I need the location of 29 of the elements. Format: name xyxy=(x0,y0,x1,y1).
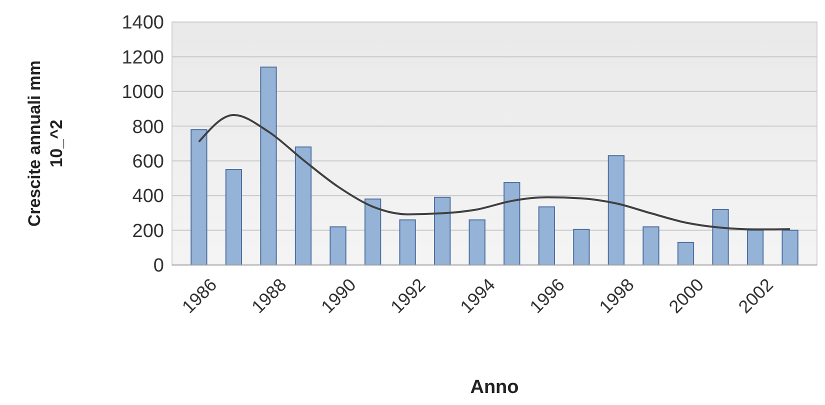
y-tick-label: 800 xyxy=(132,116,164,138)
bar xyxy=(642,226,660,266)
y-tick-label: 200 xyxy=(132,220,164,242)
bar xyxy=(712,208,729,266)
bar xyxy=(573,228,590,266)
bar xyxy=(782,230,798,266)
y-tick-label: 600 xyxy=(132,152,164,173)
x-axis-title: Anno xyxy=(470,377,519,398)
bar xyxy=(538,206,555,266)
bar xyxy=(468,219,486,266)
bar xyxy=(746,230,764,266)
bar xyxy=(294,146,312,266)
bar xyxy=(364,198,382,266)
y-tick-label: 1200 xyxy=(122,47,164,68)
bar xyxy=(677,242,694,266)
y-tick-label: 1000 xyxy=(122,82,164,104)
y-tick-label: 0 xyxy=(153,256,164,277)
y-axis-title: Crescite annuali mm 10_^2 xyxy=(25,60,66,227)
line-series xyxy=(198,114,792,230)
y-tick-label: 1400 xyxy=(122,12,164,34)
bar xyxy=(504,182,520,266)
bar xyxy=(190,129,208,266)
bar xyxy=(225,169,242,266)
y-tick-label: 400 xyxy=(132,186,164,208)
bar xyxy=(330,226,346,266)
bar xyxy=(608,155,625,266)
bar xyxy=(434,196,451,266)
bar xyxy=(399,219,416,266)
bar xyxy=(260,66,277,266)
